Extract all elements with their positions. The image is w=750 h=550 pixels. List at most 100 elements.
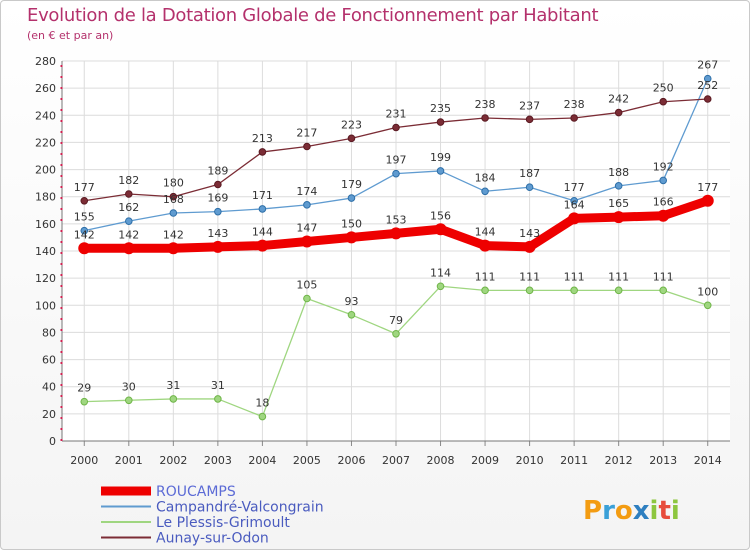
data-label: 111 <box>653 270 674 283</box>
data-point <box>256 239 269 252</box>
data-label: 31 <box>211 379 225 392</box>
data-point <box>392 169 400 178</box>
y-tick-label: 200 <box>35 164 56 177</box>
data-label: 93 <box>344 295 358 308</box>
data-point <box>436 167 445 175</box>
legend-label: ROUCAMPS <box>156 484 236 500</box>
x-tick-label: 2005 <box>293 454 321 467</box>
data-point <box>570 196 578 205</box>
data-label: 192 <box>653 160 674 173</box>
data-label: 155 <box>74 211 95 224</box>
axis-dot <box>60 373 63 375</box>
data-point <box>479 239 492 252</box>
data-label: 180 <box>163 177 184 190</box>
data-point <box>211 240 224 253</box>
data-point <box>612 211 625 224</box>
data-label: 165 <box>608 197 629 210</box>
data-label: 213 <box>252 132 273 145</box>
legend-label: Le Plessis-Grimoult <box>156 515 290 531</box>
data-label: 166 <box>653 196 674 209</box>
data-label: 144 <box>252 226 273 239</box>
data-label: 142 <box>74 228 95 241</box>
x-tick-label: 2013 <box>649 454 677 467</box>
axis-dot <box>60 109 63 111</box>
data-label: 242 <box>608 93 629 106</box>
data-label: 189 <box>207 165 228 178</box>
data-point <box>300 235 313 248</box>
data-label: 197 <box>386 154 407 167</box>
x-tick-label: 2014 <box>694 454 722 467</box>
data-point <box>392 123 400 132</box>
axis-dot <box>60 131 63 133</box>
data-point <box>659 176 668 185</box>
data-point <box>303 201 311 209</box>
y-tick-label: 0 <box>49 435 56 448</box>
data-point <box>122 242 135 255</box>
axis-dot <box>60 164 63 166</box>
axis-dot <box>60 384 63 386</box>
data-point <box>481 187 489 196</box>
data-point <box>78 242 91 255</box>
data-point <box>659 286 668 295</box>
axis-dot <box>60 351 63 353</box>
data-point <box>525 115 534 124</box>
data-point <box>657 209 670 222</box>
axis-dot <box>60 285 63 287</box>
data-point <box>80 196 89 205</box>
data-label: 142 <box>118 228 139 241</box>
data-label: 156 <box>430 209 451 222</box>
data-label: 177 <box>697 181 718 194</box>
data-point <box>214 395 222 403</box>
data-label: 223 <box>341 118 362 131</box>
data-point <box>125 396 133 405</box>
data-label: 164 <box>564 198 585 211</box>
axis-dot <box>60 274 63 276</box>
axis-dot <box>60 362 63 364</box>
data-point <box>169 395 178 403</box>
y-tick-label: 220 <box>35 136 56 149</box>
data-label: 267 <box>697 59 718 72</box>
data-label: 169 <box>207 192 228 205</box>
data-label: 162 <box>118 201 139 214</box>
data-label: 177 <box>74 181 95 194</box>
data-point <box>214 180 222 189</box>
chart-title: Evolution de la Dotation Globale de Fonc… <box>27 5 599 26</box>
data-point <box>392 329 400 338</box>
data-label: 188 <box>608 166 629 179</box>
data-label: 144 <box>475 226 496 239</box>
axis-dot <box>60 142 63 144</box>
data-label: 182 <box>118 174 139 187</box>
data-point <box>525 286 534 295</box>
axis-dot <box>60 428 63 430</box>
axis-dot <box>60 153 63 155</box>
axis-dot <box>60 296 63 298</box>
y-tick-label: 180 <box>35 191 56 204</box>
data-point <box>125 190 133 198</box>
data-label: 199 <box>430 151 451 164</box>
data-point <box>481 114 489 122</box>
axis-dot <box>60 208 63 210</box>
data-label: 231 <box>386 108 407 121</box>
axis-dot <box>60 417 63 419</box>
data-label: 142 <box>163 228 184 241</box>
data-label: 184 <box>475 171 496 184</box>
x-tick-label: 2006 <box>337 454 365 467</box>
data-point <box>570 114 578 122</box>
data-label: 217 <box>296 127 317 140</box>
axis-dot <box>60 307 63 309</box>
x-tick-label: 2011 <box>560 454 588 467</box>
axis-dot <box>60 340 63 342</box>
data-label: 235 <box>430 102 451 115</box>
data-point <box>80 226 89 235</box>
y-tick-label: 80 <box>42 326 56 339</box>
data-point <box>703 74 712 83</box>
axis-dot <box>60 263 63 265</box>
data-label: 177 <box>564 181 585 194</box>
data-label: 111 <box>608 270 629 283</box>
data-label: 31 <box>166 379 180 392</box>
data-point <box>169 209 178 217</box>
x-tick-label: 2002 <box>159 454 187 467</box>
data-point <box>614 182 623 190</box>
data-label: 111 <box>475 270 496 283</box>
y-tick-label: 160 <box>35 218 56 231</box>
